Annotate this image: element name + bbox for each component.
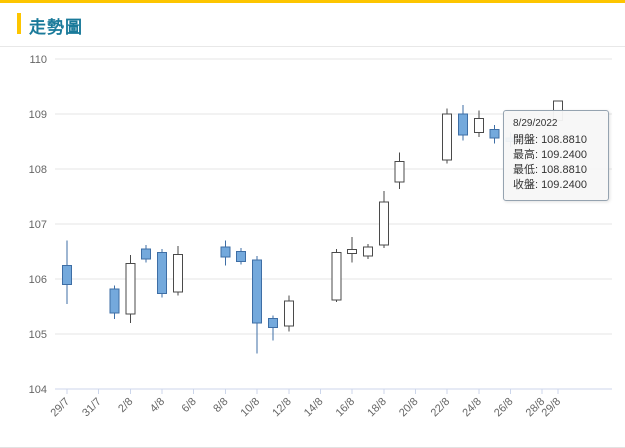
candle-body[interactable] [347, 248, 358, 255]
candle-body[interactable] [394, 160, 405, 183]
x-axis-label: 6/8 [180, 396, 199, 415]
tooltip-close-label: 收盤: [513, 179, 539, 191]
candle-body[interactable] [141, 248, 152, 260]
top-accent-bar [0, 0, 625, 3]
tooltip-row-close: 收盤: 109.2400 [513, 178, 599, 193]
candle-body[interactable] [378, 201, 389, 246]
x-axis-label: 20/8 [397, 396, 421, 420]
x-axis-label: 4/8 [148, 396, 167, 415]
y-axis-label: 107 [29, 219, 47, 231]
candle-body[interactable] [125, 263, 136, 315]
tooltip-low-label: 最低: [513, 164, 539, 176]
tooltip-open-value: 108.8810 [541, 134, 587, 146]
candle-body[interactable] [489, 128, 500, 139]
tooltip-high-label: 最高: [513, 149, 539, 161]
page-title: 走勢圖 [29, 18, 83, 37]
candle-body[interactable] [109, 288, 120, 314]
chart-header: 走勢圖 [0, 3, 625, 46]
x-axis-label: 14/8 [302, 396, 326, 420]
chart-tooltip: 8/29/2022 開盤: 108.8810 最高: 109.2400 最低: 108… [503, 110, 609, 201]
tooltip-high-value: 109.2400 [541, 149, 587, 161]
title-accent-bar [17, 13, 21, 34]
candle-body[interactable] [62, 264, 72, 285]
tooltip-date: 8/29/2022 [513, 118, 558, 129]
candle-body[interactable] [362, 246, 373, 257]
y-axis-label: 106 [29, 274, 47, 286]
candle-body[interactable] [283, 300, 294, 327]
candle-body[interactable] [236, 251, 247, 262]
candle-body[interactable] [220, 246, 231, 258]
tooltip-open-label: 開盤: [513, 134, 539, 146]
y-axis-label: 108 [29, 164, 47, 176]
x-axis-label: 26/8 [492, 396, 516, 420]
x-axis-label: 16/8 [334, 396, 358, 420]
tooltip-row-low: 最低: 108.8810 [513, 163, 599, 178]
x-axis-label: 29/7 [48, 396, 72, 420]
y-axis-label: 105 [29, 329, 47, 341]
x-axis-label: 12/8 [270, 396, 294, 420]
y-axis-label: 110 [29, 54, 47, 66]
x-axis-label: 18/8 [365, 396, 389, 420]
tooltip-row-open: 開盤: 108.8810 [513, 133, 599, 148]
candle-body[interactable] [252, 259, 263, 324]
x-axis-label: 8/8 [211, 396, 230, 415]
candle-body[interactable] [267, 318, 278, 328]
x-axis-label: 10/8 [239, 396, 263, 420]
x-axis-label: 24/8 [460, 396, 484, 420]
tooltip-row-high: 最高: 109.2400 [513, 148, 599, 163]
x-axis-label: 31/7 [80, 396, 104, 420]
x-axis-label: 22/8 [429, 396, 453, 420]
candlestick-chart[interactable]: 104 105 106 107 108 109 110 29/7 31/7 2/8 4/8 6/8 8/… [0, 47, 625, 447]
candle-body[interactable] [442, 113, 453, 161]
chart-canvas[interactable]: 104 105 106 107 108 109 110 29/7 31/7 2/8 4/8 6/8 8/… [0, 47, 625, 447]
x-axis-label: 29/8 [540, 396, 564, 420]
tooltip-close-value: 109.2400 [541, 179, 587, 191]
tooltip-low-value: 108.8810 [541, 164, 587, 176]
candle-body[interactable] [331, 252, 342, 301]
candle-body[interactable] [473, 117, 484, 134]
candle-body[interactable] [172, 253, 183, 293]
y-axis-label: 109 [29, 109, 47, 121]
y-axis-label: 104 [29, 384, 47, 396]
candle-body[interactable] [458, 113, 468, 136]
candle-body[interactable] [157, 252, 168, 294]
header-divider [0, 46, 625, 47]
x-axis-label: 2/8 [116, 396, 135, 415]
